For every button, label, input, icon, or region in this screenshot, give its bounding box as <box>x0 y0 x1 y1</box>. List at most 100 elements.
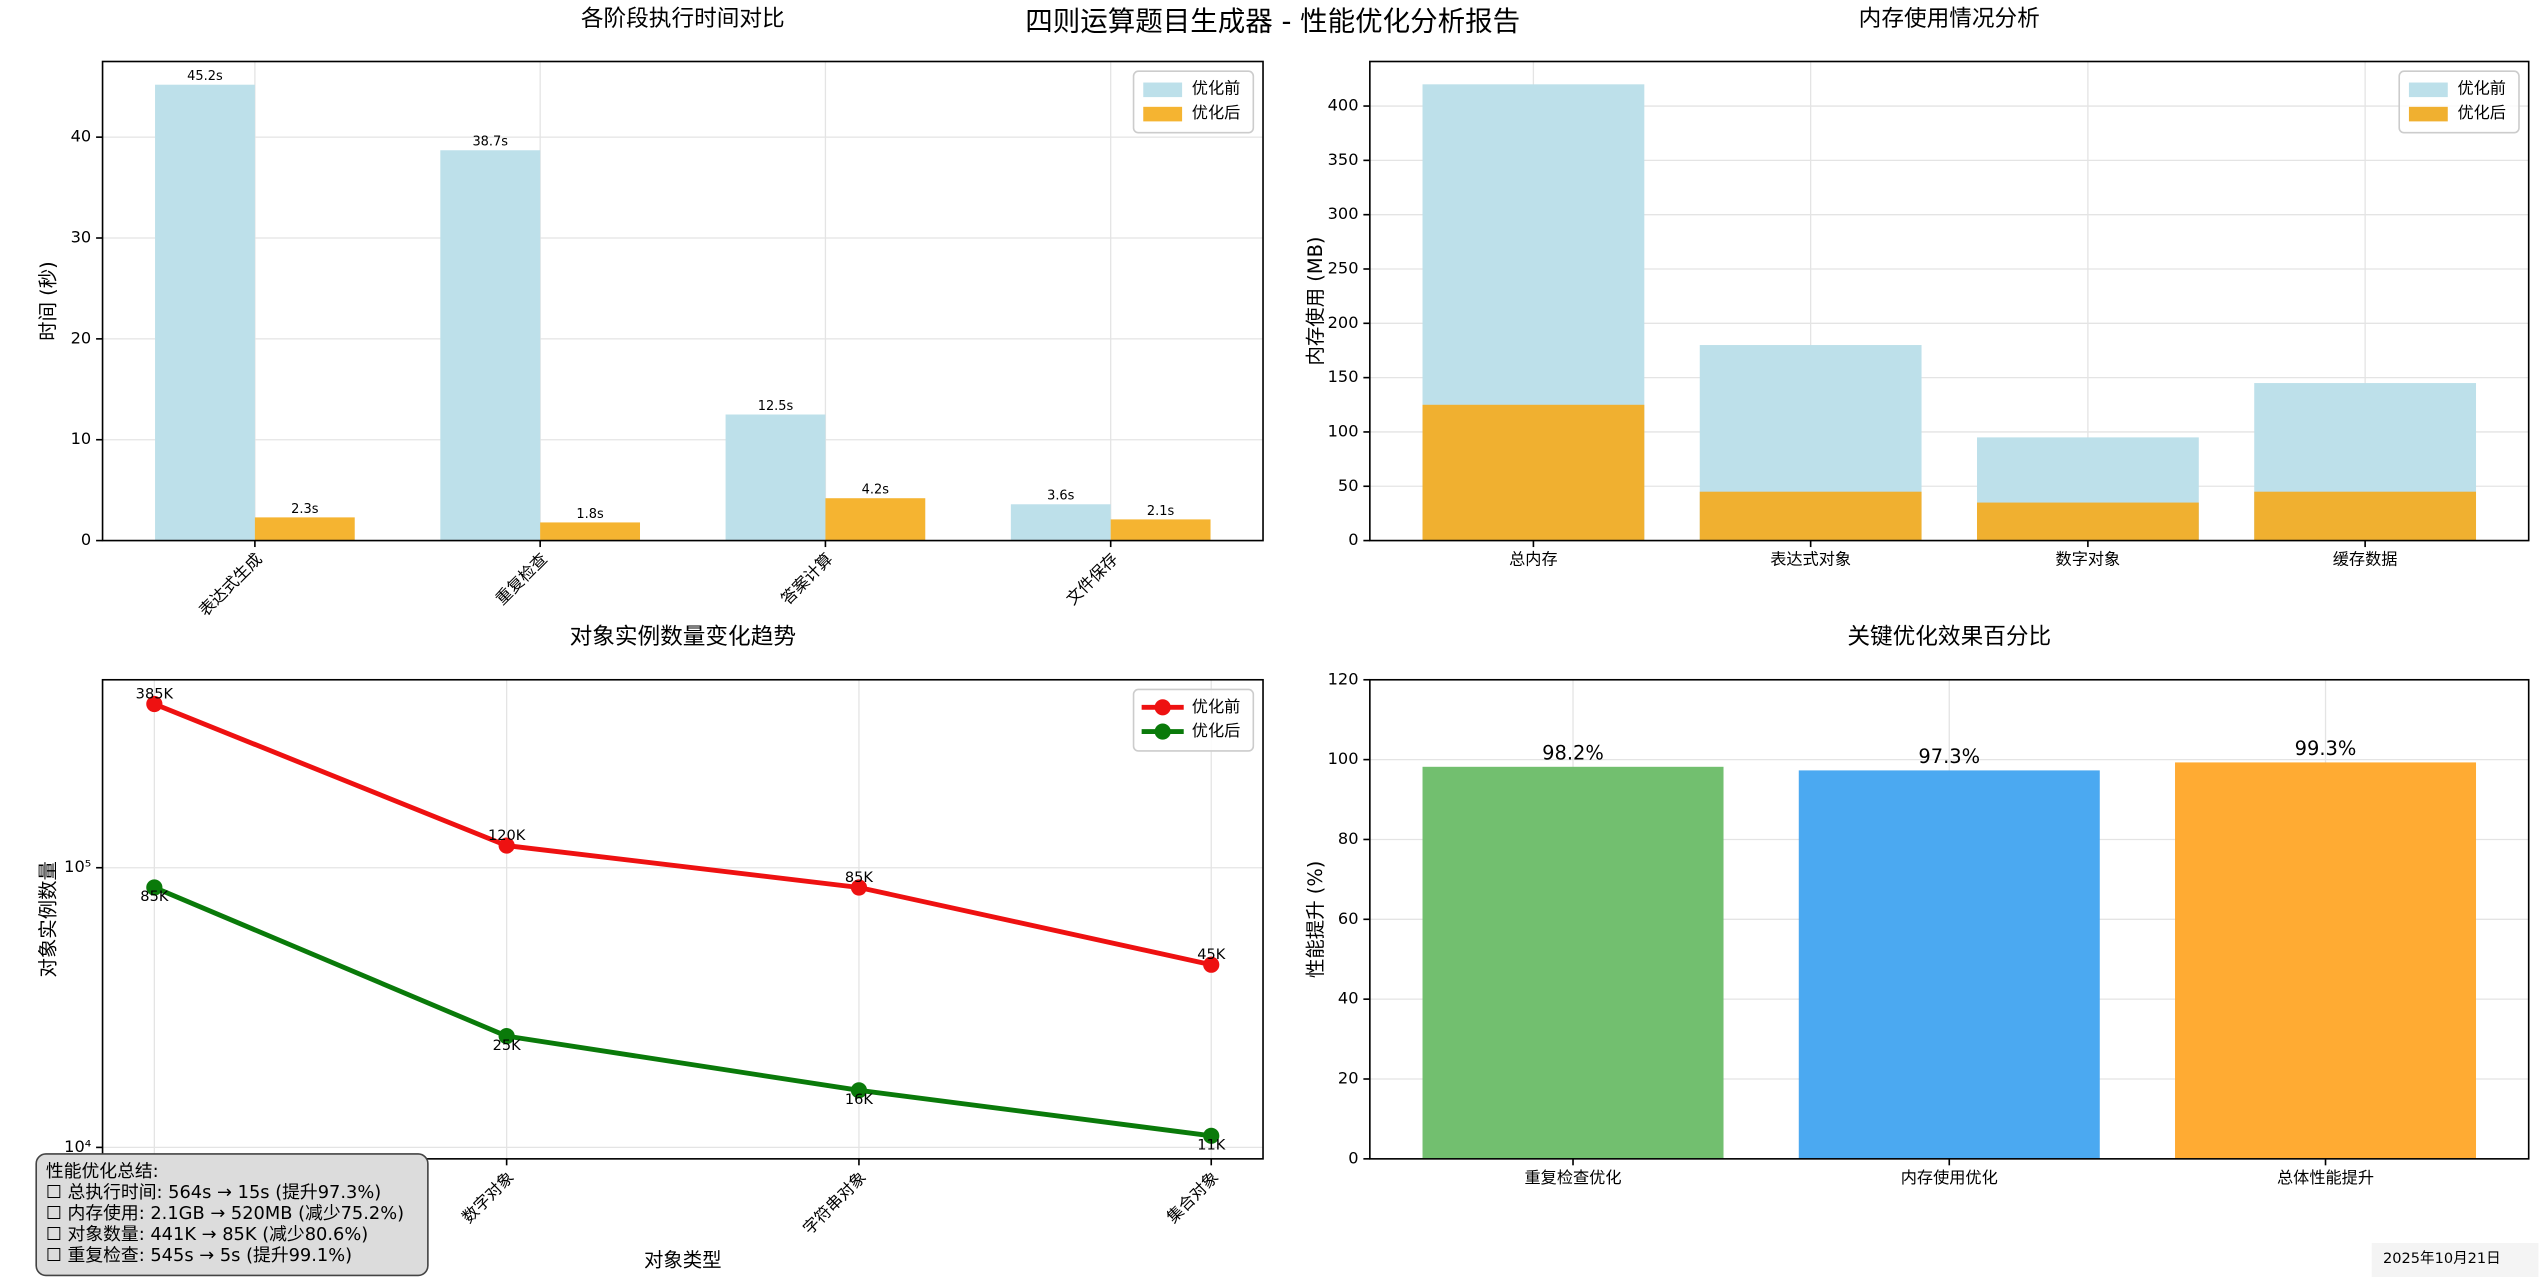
y-tick-label: 50 <box>1338 476 1359 495</box>
bar <box>1010 504 1111 541</box>
chart-title: 内存使用情况分析 <box>1859 6 2040 32</box>
value-label: 2.1s <box>1147 504 1175 519</box>
y-axis-label: 内存使用 (MB) <box>1304 237 1327 366</box>
legend-marker <box>1154 723 1171 740</box>
y-tick-label: 100 <box>1328 421 1359 440</box>
y-tick-label: 400 <box>1328 96 1359 115</box>
x-tick-label: 表达式对象 <box>1770 550 1851 569</box>
value-label: 97.3% <box>1918 745 1980 768</box>
bar <box>254 517 355 541</box>
x-axis-label: 对象类型 <box>644 1248 722 1271</box>
summary-line: ☐ 总执行时间: 564s → 15s (提升97.3%) <box>46 1182 381 1203</box>
bar <box>1976 502 2199 541</box>
legend-swatch <box>2408 106 2448 122</box>
y-tick-label: 100 <box>1328 749 1359 768</box>
y-tick-label: 300 <box>1328 204 1359 223</box>
bar <box>540 522 641 541</box>
value-label: 2.3s <box>291 502 319 517</box>
date-box <box>2371 1243 2539 1277</box>
x-tick-label: 数字对象 <box>2056 550 2121 569</box>
y-tick-label: 250 <box>1328 258 1359 277</box>
summary-box <box>35 1153 429 1277</box>
value-label: 16K <box>845 1091 874 1108</box>
legend-label: 优化后 <box>1192 103 1241 122</box>
x-tick-label: 字符串对象 <box>799 1168 870 1239</box>
value-label: 4.2s <box>862 483 890 498</box>
y-tick-label: 10⁴ <box>64 1137 91 1156</box>
x-tick-label: 集合对象 <box>1163 1168 1222 1227</box>
bar <box>2175 762 2477 1159</box>
marker <box>850 879 868 896</box>
x-tick-label: 答案计算 <box>777 549 836 608</box>
axes-frame <box>101 678 1264 1160</box>
y-tick-label: 10 <box>71 429 92 448</box>
x-tick-label: 内存使用优化 <box>1901 1168 1998 1187</box>
value-label: 12.5s <box>758 399 794 414</box>
chart-title: 关键优化效果百分比 <box>1847 624 2051 650</box>
value-label: 385K <box>136 685 174 702</box>
marker <box>1203 956 1220 973</box>
y-tick-label: 30 <box>71 228 92 247</box>
axes-frame <box>1369 60 2530 542</box>
value-label: 85K <box>845 869 874 886</box>
legend-label: 优化后 <box>2457 103 2506 122</box>
x-tick-label: 总内存 <box>1509 550 1558 569</box>
x-tick-label: 缓存数据 <box>2333 550 2398 569</box>
y-axis-label: 对象实例数量 <box>37 861 60 977</box>
y-tick-label: 150 <box>1328 367 1359 386</box>
legend-swatch <box>1143 82 1183 98</box>
y-tick-label: 350 <box>1328 150 1359 169</box>
value-label: 3.6s <box>1047 489 1075 504</box>
y-axis-label: 性能提升 (%) <box>1304 861 1327 978</box>
marker <box>498 1028 515 1045</box>
bar <box>1422 766 1724 1159</box>
bar <box>1422 404 1645 541</box>
bar <box>825 498 926 541</box>
legend-swatch <box>2408 82 2448 98</box>
legend-label: 优化前 <box>1192 79 1241 98</box>
y-tick-label: 200 <box>1328 313 1359 332</box>
y-tick-label: 0 <box>1348 530 1358 549</box>
value-label: 120K <box>488 827 526 844</box>
line-series <box>153 701 1212 968</box>
legend-label: 优化前 <box>1192 697 1241 716</box>
line-series <box>153 885 1212 1139</box>
marker <box>850 1082 868 1099</box>
bar <box>1699 491 1922 541</box>
axes-frame <box>101 60 1264 542</box>
y-tick-label: 60 <box>1338 909 1359 928</box>
bar <box>2254 491 2477 541</box>
marker <box>1203 1127 1220 1144</box>
summary-title: 性能优化总结: <box>46 1161 159 1182</box>
x-tick-label: 数字对象 <box>458 1168 517 1227</box>
y-tick-label: 20 <box>1338 1069 1359 1088</box>
summary-line: ☐ 内存使用: 2.1GB → 520MB (减少75.2%) <box>46 1203 404 1224</box>
legend-swatch <box>1143 106 1183 122</box>
bar <box>1798 770 2100 1159</box>
value-label: 11K <box>1197 1137 1226 1154</box>
main-title: 四则运算题目生成器 - 性能优化分析报告 <box>1025 6 1520 38</box>
y-tick-label: 20 <box>71 328 92 347</box>
y-tick-label: 10⁵ <box>64 857 91 876</box>
x-tick-label: 重复检查优化 <box>1524 1168 1621 1187</box>
marker <box>146 695 163 713</box>
y-tick-label: 80 <box>1338 829 1359 848</box>
footer-date: 2025年10月21日 <box>2383 1250 2501 1267</box>
y-tick-label: 0 <box>1348 1148 1358 1167</box>
bar <box>440 150 541 541</box>
chart-title: 对象实例数量变化趋势 <box>570 624 796 650</box>
y-axis-label: 时间 (秒) <box>37 261 60 341</box>
value-label: 1.8s <box>576 507 604 522</box>
chart-title: 各阶段执行时间对比 <box>581 6 785 32</box>
y-tick-label: 40 <box>71 127 92 146</box>
bar <box>725 414 826 541</box>
value-label: 45.2s <box>187 69 223 84</box>
x-tick-label: 文件保存 <box>1062 549 1121 608</box>
legend-marker <box>1154 699 1171 716</box>
value-label: 38.7s <box>472 135 508 150</box>
value-label: 25K <box>493 1037 522 1054</box>
y-tick-label: 0 <box>81 530 91 549</box>
marker <box>498 837 515 854</box>
